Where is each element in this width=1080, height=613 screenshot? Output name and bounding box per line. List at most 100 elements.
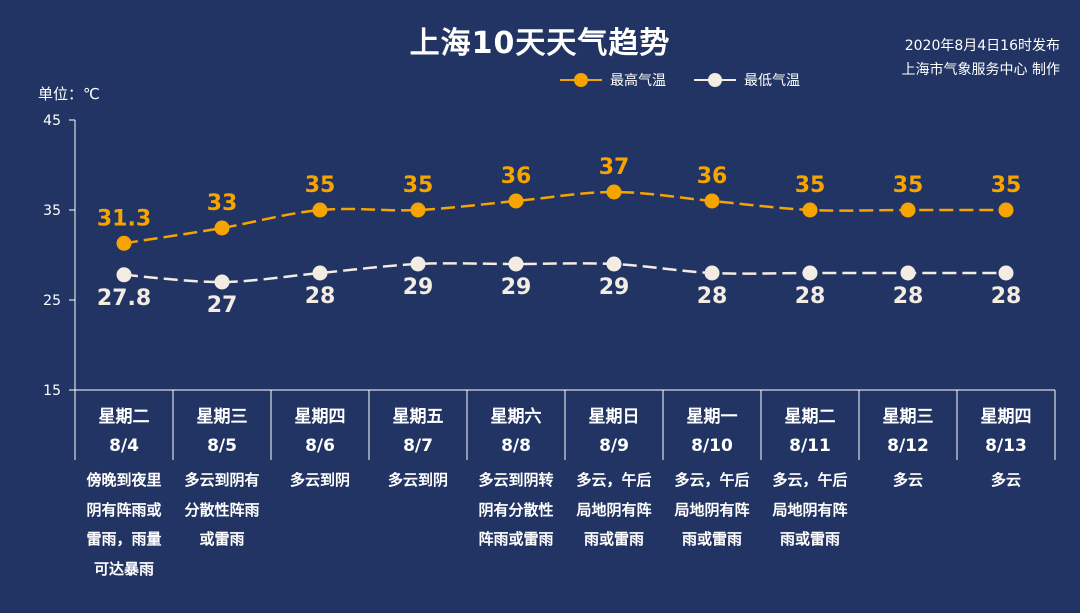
weather-line: 雷雨，雨量 <box>86 530 162 548</box>
data-label-high: 36 <box>501 164 532 189</box>
data-label-low: 28 <box>697 284 728 309</box>
data-label-low: 28 <box>795 284 826 309</box>
data-label-low: 29 <box>403 275 434 300</box>
data-label-high: 35 <box>991 173 1022 198</box>
data-point-high <box>900 202 916 218</box>
legend-label-high: 最高气温 <box>610 73 666 89</box>
data-label-high: 37 <box>599 155 630 180</box>
weather-description: 多云 <box>957 466 1055 496</box>
weather-line: 局地阴有阵 <box>576 500 652 519</box>
publish-time: 2020年8月4日16时发布 <box>904 38 1060 54</box>
data-point-high <box>116 235 132 251</box>
y-tick-label: 25 <box>43 293 61 309</box>
weather-line: 阴有阵雨或 <box>86 500 162 519</box>
weekday-label: 星期日 <box>589 407 640 427</box>
data-point-high <box>802 202 818 218</box>
date-label: 8/7 <box>403 436 433 456</box>
data-label-low: 29 <box>501 275 532 300</box>
date-label: 8/11 <box>789 436 831 456</box>
weekday-label: 星期四 <box>981 407 1032 427</box>
legend-swatch-low <box>694 73 736 87</box>
data-label-high: 35 <box>795 173 826 198</box>
weather-line: 阵雨或雷雨 <box>478 530 554 548</box>
publish-info: 2020年8月4日16时发布 上海市气象服务中心 制作 <box>902 34 1060 82</box>
weather-line: 傍晚到夜里 <box>86 471 162 489</box>
weekday-label: 星期二 <box>99 407 150 427</box>
weather-line: 可达暴雨 <box>93 559 154 578</box>
weather-line: 多云到阴有 <box>184 471 260 489</box>
weather-description: 多云，午后 局地阴有阵 雨或雷雨 <box>663 466 761 555</box>
date-label: 8/4 <box>109 436 139 456</box>
weather-line: 分散性阵雨 <box>184 500 260 519</box>
data-point-low <box>116 267 132 283</box>
weather-description: 多云，午后 局地阴有阵 雨或雷雨 <box>761 466 859 555</box>
data-point-low <box>312 265 328 281</box>
data-point-low <box>704 265 720 281</box>
weather-description: 多云 <box>859 466 957 496</box>
producer: 上海市气象服务中心 制作 <box>901 62 1060 78</box>
y-tick-label: 35 <box>43 203 61 219</box>
weather-line: 多云 <box>990 471 1021 489</box>
legend-item-high: 最高气温 <box>560 70 666 90</box>
data-point-low <box>508 256 524 272</box>
data-label-low: 28 <box>991 284 1022 309</box>
weather-line: 阴有分散性 <box>478 500 554 519</box>
weather-line: 多云到阴转 <box>478 471 554 489</box>
data-point-low <box>998 265 1014 281</box>
data-point-low <box>410 256 426 272</box>
data-point-low <box>606 256 622 272</box>
legend-label-low: 最低气温 <box>744 73 800 89</box>
data-point-high <box>998 202 1014 218</box>
weekday-label: 星期四 <box>295 407 346 427</box>
data-point-high <box>606 184 622 200</box>
date-label: 8/10 <box>691 436 733 456</box>
legend-item-low: 最低气温 <box>694 70 800 90</box>
data-label-high: 35 <box>305 173 336 198</box>
weather-description: 多云到阴 <box>369 466 467 496</box>
weather-description: 傍晚到夜里阴有阵雨或雷雨，雨量可达暴雨 <box>75 466 173 584</box>
weather-line: 局地阴有阵 <box>772 500 848 519</box>
legend: 最高气温 最低气温 <box>560 70 800 90</box>
data-label-low: 28 <box>305 284 336 309</box>
weekday-label: 星期三 <box>883 407 934 427</box>
weekday-label: 星期三 <box>197 407 248 427</box>
weekday-label: 星期一 <box>687 407 738 427</box>
data-point-high <box>704 193 720 209</box>
weather-line: 局地阴有阵 <box>674 500 750 519</box>
data-label-high: 36 <box>697 164 728 189</box>
data-point-high <box>508 193 524 209</box>
data-point-low <box>214 274 230 290</box>
data-label-high: 35 <box>403 173 434 198</box>
date-label: 8/8 <box>501 436 531 456</box>
data-label-high: 35 <box>893 173 924 198</box>
weather-line: 或雷雨 <box>199 530 245 548</box>
date-label: 8/12 <box>887 436 929 456</box>
weather-description: 多云到阴转阴有分散性阵雨或雷雨 <box>467 466 565 555</box>
weather-line: 多云，午后 <box>576 471 652 489</box>
date-label: 8/5 <box>207 436 237 456</box>
data-point-high <box>214 220 230 236</box>
data-label-low: 27.8 <box>97 286 151 311</box>
weather-line: 多云到阴 <box>387 471 448 489</box>
chart-title: 上海10天天气趋势 <box>409 26 671 61</box>
data-label-high: 31.3 <box>97 206 151 231</box>
legend-swatch-high <box>560 73 602 87</box>
weather-line: 多云，午后 <box>772 471 848 489</box>
series-line-low <box>123 262 1006 284</box>
weather-description: 多云，午后 局地阴有阵 雨或雷雨 <box>565 466 663 555</box>
data-label-high: 33 <box>207 191 238 216</box>
weekday-label: 星期六 <box>491 406 542 427</box>
unit-label: 单位：℃ <box>38 85 100 103</box>
data-label-low: 27 <box>207 293 238 318</box>
y-tick-label: 45 <box>43 113 61 129</box>
weather-description: 多云到阴有分散性阵雨或雷雨 <box>173 466 271 555</box>
data-point-high <box>410 202 426 218</box>
data-label-low: 29 <box>599 275 630 300</box>
data-point-low <box>802 265 818 281</box>
y-tick-label: 15 <box>43 383 61 399</box>
weather-line: 雨或雷雨 <box>681 530 742 548</box>
data-point-low <box>900 265 916 281</box>
data-point-high <box>312 202 328 218</box>
weather-description: 多云到阴 <box>271 466 369 496</box>
weather-line: 多云 <box>892 471 923 489</box>
